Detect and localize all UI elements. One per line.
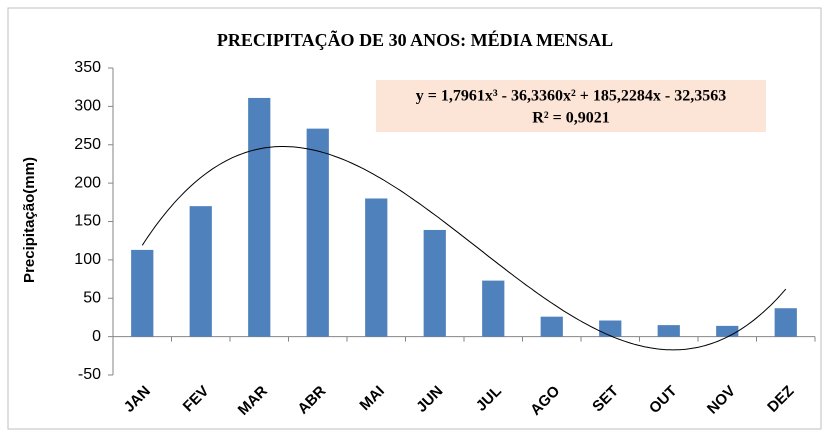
chart-title: PRECIPITAÇÃO DE 30 ANOS: MÉDIA MENSAL xyxy=(217,29,613,50)
bar xyxy=(423,229,446,337)
bar xyxy=(482,280,505,337)
bar xyxy=(365,198,388,337)
y-tick-label: 50 xyxy=(83,289,101,306)
chart-frame xyxy=(7,7,822,430)
y-tick-label: 350 xyxy=(74,59,101,76)
y-tick-label: 0 xyxy=(92,328,101,345)
y-tick-label: 300 xyxy=(74,98,101,115)
bar xyxy=(657,325,680,337)
y-tick-label: 150 xyxy=(74,213,101,230)
bar xyxy=(540,316,563,337)
bar xyxy=(716,325,739,337)
annotation: y = 1,7961x³ - 36,3360x² + 185,2284x - 3… xyxy=(416,88,726,105)
y-axis-label: Precipitação(mm) xyxy=(21,157,38,283)
bar xyxy=(189,206,212,337)
bar xyxy=(774,308,797,337)
y-tick-label: -50 xyxy=(78,366,101,383)
annotation: R² = 0,9021 xyxy=(532,110,609,127)
bar xyxy=(599,320,622,337)
y-tick-label: 200 xyxy=(74,174,101,191)
bar xyxy=(248,97,271,337)
y-tick-label: 100 xyxy=(74,251,101,268)
bar xyxy=(306,128,329,337)
bar xyxy=(131,249,154,337)
y-tick-label: 250 xyxy=(74,136,101,153)
trendline xyxy=(141,146,787,351)
annotation-box xyxy=(376,80,766,132)
